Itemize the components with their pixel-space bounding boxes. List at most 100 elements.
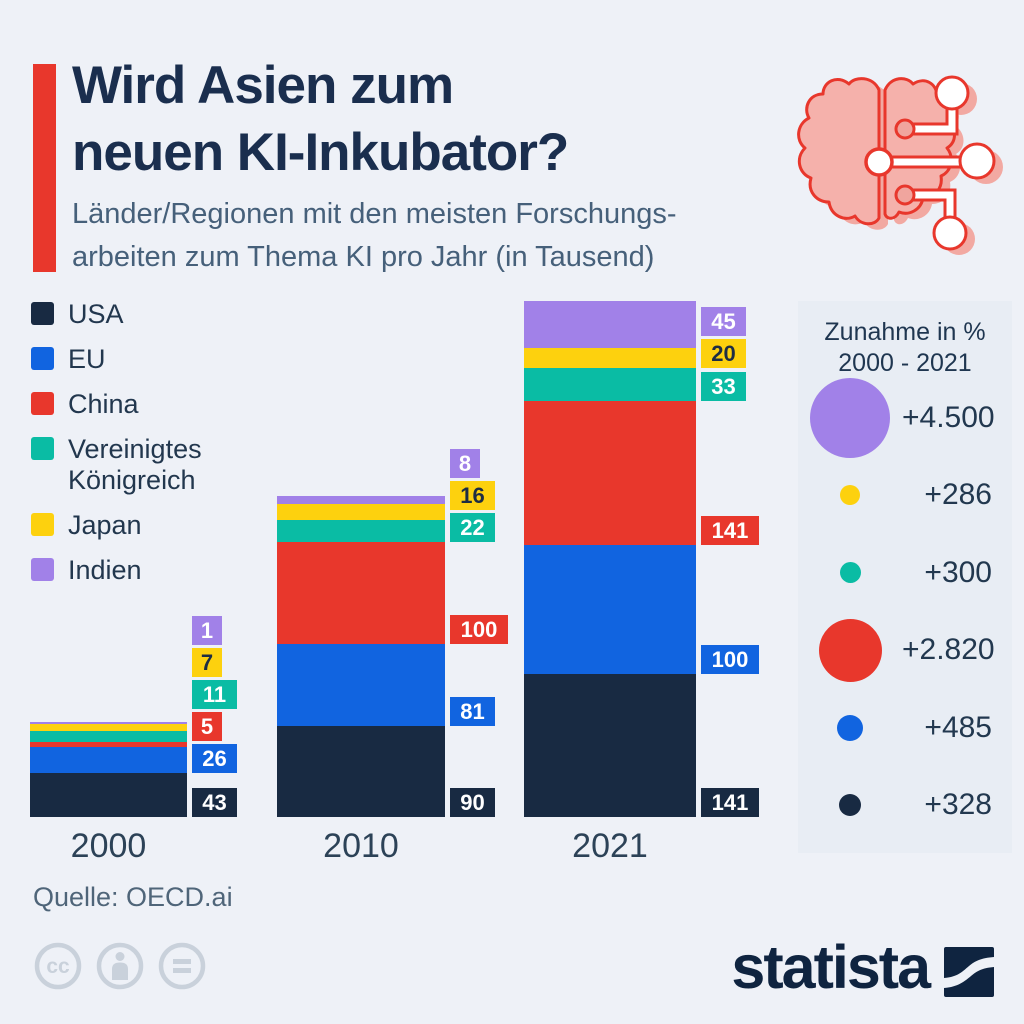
value-label-2021-eu: 100 [701, 645, 759, 674]
bar-segment-2000-usa [30, 773, 187, 817]
growth-circle-cell [798, 794, 902, 817]
legend-item-japan: Japan [31, 510, 261, 541]
brain-right-hemisphere [883, 77, 956, 220]
value-label-2010-japan: 16 [450, 481, 495, 510]
bar-segment-2021-china [524, 401, 696, 545]
legend-label: Japan [68, 510, 142, 540]
circuit-traces [879, 102, 973, 220]
legend-label: China [68, 389, 139, 419]
legend-item-eu: EU [31, 344, 261, 375]
bar-segment-2021-eu [524, 545, 696, 674]
bar-segment-2000-indien [30, 722, 187, 724]
bar-segment-2000-japan [30, 724, 187, 731]
circuit-node-small-top [894, 118, 916, 140]
growth-value: +300 [924, 555, 992, 589]
value-label-2021-china: 141 [701, 516, 759, 545]
bar-segment-2021-indien [524, 301, 696, 348]
page-title: Wird Asien zum neuen KI-Inkubator? [72, 52, 569, 186]
growth-title-line-2: 2000 - 2021 [838, 349, 972, 377]
circuit-node-bottom-right [932, 215, 968, 251]
brain-circuit-icon [797, 75, 1003, 255]
growth-row-china: +2.820 [798, 612, 1012, 690]
growth-circle-cell [798, 485, 902, 506]
growth-row-eu: +485 [798, 689, 1012, 767]
growth-circle [840, 485, 860, 506]
growth-value: +485 [924, 710, 992, 744]
legend-swatch [31, 302, 54, 325]
growth-value: +328 [924, 788, 992, 822]
circuit-node-small-bottom [894, 184, 916, 206]
growth-circle-cell [798, 377, 902, 458]
value-label-2010-china: 100 [450, 615, 508, 644]
bar-segment-2021-japan [524, 348, 696, 368]
source-text: Quelle: OECD.ai [33, 882, 233, 912]
growth-value: +4.500 [902, 400, 995, 434]
title-line-2: neuen KI-Inkubator? [72, 123, 569, 182]
value-label-2010-vereinigtes-k-nigreich: 22 [450, 513, 495, 542]
bar-segment-2010-indien [277, 496, 445, 504]
value-label-2021-japan: 20 [701, 339, 746, 368]
legend-swatch [31, 558, 54, 581]
growth-circle-cell [798, 618, 902, 682]
legend-swatch [31, 347, 54, 370]
growth-circle [839, 794, 861, 817]
page-subtitle: Länder/Regionen mit den meisten Forschun… [72, 193, 677, 279]
growth-title-line-1: Zunahme in % [824, 318, 986, 346]
legend-label: Vereinigtes Königreich [68, 434, 202, 495]
subtitle-line-1: Länder/Regionen mit den meisten Forschun… [72, 198, 677, 230]
bar-segment-2010-china [277, 542, 445, 644]
cc-icon [34, 942, 82, 990]
legend-item-usa: USA [31, 299, 261, 330]
growth-circle [818, 618, 882, 682]
legend-item-china: China [31, 389, 261, 420]
value-label-2000-eu: 26 [192, 744, 237, 773]
growth-circle [810, 377, 890, 458]
value-label-2000-china: 5 [192, 712, 222, 741]
growth-value: +2.820 [902, 633, 995, 667]
value-label-2010-eu: 81 [450, 697, 495, 726]
growth-row-vereinigtes-k-nigreich: +300 [798, 534, 1012, 612]
growth-circle [837, 714, 863, 741]
growth-rows: +4.500 +286 +300 +2.820 +485 +328 [798, 377, 1012, 845]
legend-swatch [31, 392, 54, 415]
value-label-2000-indien: 1 [192, 616, 222, 645]
value-label-2021-indien: 45 [701, 307, 746, 336]
license-icons: cc [34, 942, 206, 990]
growth-row-japan: +286 [798, 457, 1012, 535]
bar-segment-2000-china [30, 742, 187, 747]
bar-segment-2010-japan [277, 504, 445, 520]
circuit-node-center [864, 147, 894, 177]
value-label-2010-usa: 90 [450, 788, 495, 817]
legend-item-vereinigtes-k-nigreich: Vereinigtes Königreich [31, 434, 261, 496]
growth-row-indien: +4.500 [798, 377, 1012, 458]
value-label-2010-indien: 8 [450, 449, 480, 478]
circuit-node-top-right [934, 75, 970, 111]
growth-panel-title: Zunahme in % 2000 - 2021 [798, 301, 1012, 379]
value-label-2000-vereinigtes-k-nigreich: 11 [192, 680, 237, 709]
statista-logomark-icon [944, 947, 994, 997]
legend-swatch [31, 513, 54, 536]
legend-label: Indien [68, 555, 142, 585]
legend-label: EU [68, 344, 106, 374]
legend-item-indien: Indien [31, 555, 261, 586]
bar-segment-2021-vereinigtes-k-nigreich [524, 368, 696, 401]
growth-circle-cell [798, 562, 902, 584]
x-axis-label-2021: 2021 [572, 827, 648, 865]
legend-label: USA [68, 299, 124, 329]
title-accent-bar [33, 64, 56, 272]
bar-segment-2010-eu [277, 644, 445, 726]
brain-left-hemisphere [797, 77, 881, 226]
growth-value: +286 [924, 478, 992, 512]
statista-logo: statista [731, 932, 994, 1002]
growth-panel: Zunahme in % 2000 - 2021 +4.500 +286 +300 +2… [798, 301, 1012, 853]
cc-nd-icon [158, 942, 206, 990]
value-label-2000-japan: 7 [192, 648, 222, 677]
growth-row-usa: +328 [798, 767, 1012, 845]
title-line-1: Wird Asien zum [72, 56, 454, 115]
legend: USA EU China Vereinigtes Königreich Japan Ind… [31, 299, 261, 600]
growth-circle [839, 562, 861, 584]
bar-segment-2021-usa [524, 674, 696, 817]
x-axis-label-2010: 2010 [323, 827, 399, 865]
subtitle-line-2: arbeiten zum Thema KI pro Jahr (in Tause… [72, 241, 655, 273]
